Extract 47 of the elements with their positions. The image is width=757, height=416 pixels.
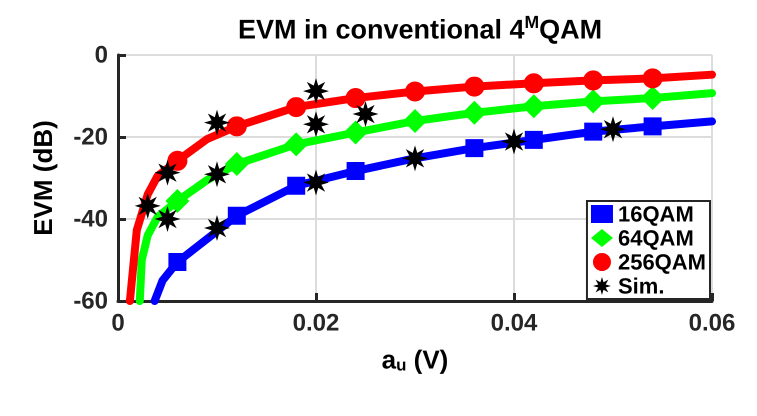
point (303, 170, 329, 196)
y-tick-label: 0 (94, 42, 108, 68)
point (402, 145, 428, 172)
point (286, 97, 306, 118)
y-tick-label: -20 (73, 124, 108, 150)
legend-label: 256QAM (618, 250, 706, 274)
point (204, 110, 230, 136)
point (464, 76, 484, 97)
x-tick-label: 0 (111, 310, 125, 336)
point (168, 253, 186, 272)
point (167, 150, 188, 171)
legend-label: 16QAM (618, 202, 694, 226)
point (284, 132, 308, 156)
point (524, 130, 543, 149)
x-tick-label: 0.02 (292, 310, 340, 336)
point (226, 116, 247, 136)
point (644, 117, 662, 136)
point (204, 161, 230, 188)
point (303, 78, 329, 104)
point (287, 176, 306, 195)
point (154, 206, 180, 232)
point (134, 192, 161, 219)
point (154, 160, 180, 186)
point (501, 128, 527, 155)
point (346, 162, 365, 180)
x-tick-label: 0.04 (490, 310, 538, 336)
point (165, 188, 190, 213)
point (405, 81, 425, 102)
y-axis-title: EVM (dB) (28, 120, 58, 236)
point (228, 206, 246, 225)
x-tick-label: 0.06 (688, 310, 736, 336)
legend-label: 64QAM (618, 226, 694, 250)
point (524, 73, 544, 94)
point (584, 122, 602, 141)
point (204, 215, 230, 242)
point (642, 68, 663, 88)
point (600, 116, 626, 142)
x-axis-title: au (V) (382, 344, 448, 375)
point (465, 139, 484, 158)
legend-label: Sim. (618, 274, 664, 298)
point (583, 70, 604, 90)
y-tick-label: -60 (73, 288, 108, 314)
point (303, 111, 329, 138)
point (352, 101, 378, 128)
point (346, 88, 366, 108)
point (224, 152, 249, 176)
y-tick-label: -40 (73, 206, 108, 232)
